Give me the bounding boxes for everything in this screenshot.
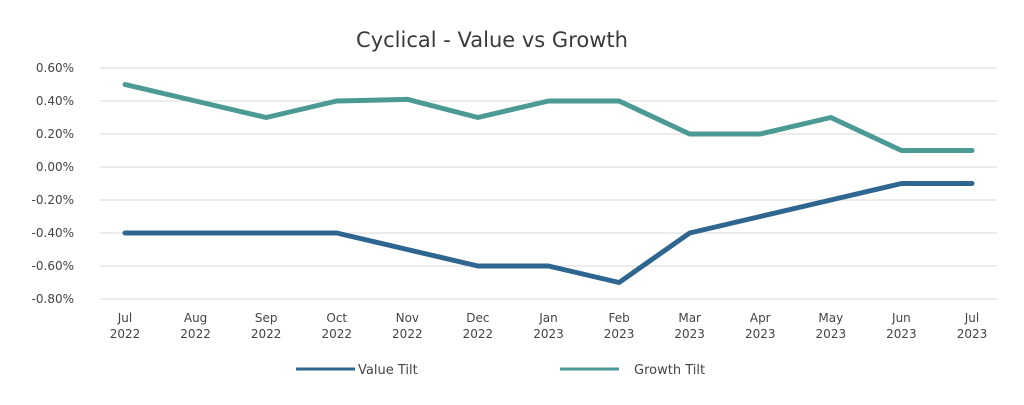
x-tick-label: Feb <box>608 311 629 325</box>
y-tick-label: 0.00% <box>36 160 74 174</box>
legend-label: Growth Tilt <box>634 363 705 378</box>
x-tick-label: Nov <box>396 311 419 325</box>
series-line-growth-tilt <box>125 85 972 151</box>
x-tick-label: Dec <box>466 311 489 325</box>
x-tick-label: Mar <box>678 311 701 325</box>
x-tick-label-year: 2022 <box>180 327 211 341</box>
y-tick-label: 0.60% <box>36 61 74 75</box>
x-tick-label-year: 2023 <box>886 327 917 341</box>
x-tick-label-year: 2023 <box>745 327 776 341</box>
x-tick-label: Jan <box>538 311 558 325</box>
x-tick-label-year: 2023 <box>957 327 988 341</box>
x-tick-label: May <box>818 311 843 325</box>
y-tick-label: -0.20% <box>32 193 74 207</box>
y-tick-label: -0.40% <box>32 226 74 240</box>
x-tick-label: Aug <box>184 311 207 325</box>
legend-label: Value Tilt <box>358 363 418 378</box>
x-tick-label-year: 2023 <box>604 327 635 341</box>
y-tick-label: -0.60% <box>32 259 74 273</box>
x-tick-label: Jul <box>964 311 979 325</box>
y-tick-label: 0.40% <box>36 94 74 108</box>
x-tick-label: Jun <box>891 311 911 325</box>
x-tick-label-year: 2023 <box>816 327 847 341</box>
x-tick-label-year: 2022 <box>110 327 141 341</box>
y-tick-label: -0.80% <box>32 292 74 306</box>
x-tick-label: Jul <box>117 311 132 325</box>
x-tick-label-year: 2022 <box>392 327 423 341</box>
x-tick-label-year: 2022 <box>463 327 494 341</box>
x-tick-label: Apr <box>750 311 771 325</box>
x-tick-label-year: 2022 <box>321 327 352 341</box>
x-tick-label: Oct <box>326 311 347 325</box>
chart-title: Cyclical - Value vs Growth <box>356 28 628 52</box>
x-tick-label-year: 2023 <box>674 327 705 341</box>
x-tick-label: Sep <box>255 311 278 325</box>
x-tick-label-year: 2023 <box>533 327 564 341</box>
y-tick-label: 0.20% <box>36 127 74 141</box>
x-tick-label-year: 2022 <box>251 327 282 341</box>
